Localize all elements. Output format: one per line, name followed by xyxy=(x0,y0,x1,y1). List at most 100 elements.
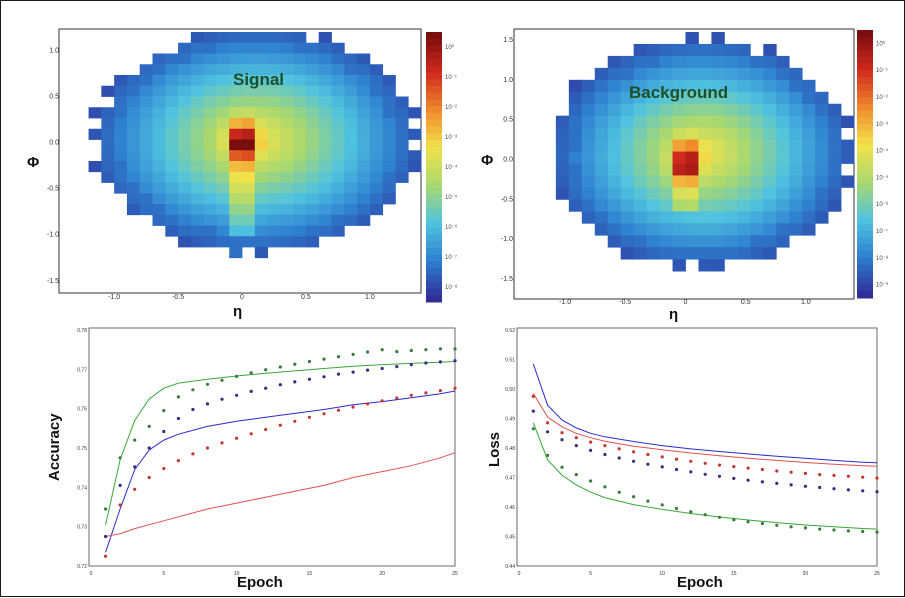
heatmap-cell xyxy=(607,235,622,248)
series-marker xyxy=(531,394,535,398)
heatmap-cell xyxy=(763,163,777,176)
heatmap-cell xyxy=(293,53,307,65)
heatmap-cell xyxy=(318,214,332,226)
heatmap-cell xyxy=(659,151,673,164)
heatmap-cell xyxy=(594,211,609,224)
heatmap-cell xyxy=(633,103,648,117)
heatmap-cell xyxy=(216,139,230,151)
heatmap-cell xyxy=(685,79,699,93)
heatmap-cell xyxy=(594,199,609,212)
heatmap-cell xyxy=(646,223,660,236)
heatmap-cell xyxy=(659,127,673,140)
series-marker xyxy=(162,466,166,471)
heatmap-cell xyxy=(685,32,699,45)
colorbar-segment xyxy=(426,200,442,208)
heatmap-cell xyxy=(711,223,725,236)
heatmap-cell xyxy=(672,235,686,248)
colorbar-segment xyxy=(857,83,873,91)
heatmap-cell xyxy=(165,214,179,226)
heatmap-cell xyxy=(344,64,358,76)
series-marker xyxy=(104,534,108,539)
y-tick-label: 0.51 xyxy=(505,358,515,364)
series-marker xyxy=(732,476,736,480)
heatmap-cell xyxy=(737,67,751,81)
series-marker xyxy=(660,503,664,507)
heatmap-cell xyxy=(152,107,166,119)
heatmap-cell xyxy=(633,247,648,260)
heatmap-cell xyxy=(672,223,686,236)
heatmap-cell xyxy=(216,107,230,119)
series-marker xyxy=(674,457,679,461)
heatmap-cell xyxy=(139,171,153,183)
heatmap-cell xyxy=(318,150,332,162)
series-marker xyxy=(660,455,664,459)
heatmap-cell xyxy=(594,163,609,176)
heatmap-cell xyxy=(178,236,192,248)
heatmap-cell xyxy=(711,235,725,248)
colorbar-segment xyxy=(426,32,442,40)
heatmap-cell xyxy=(672,127,686,140)
colorbar-segment xyxy=(857,170,873,178)
series-marker xyxy=(689,470,693,474)
heatmap-cell xyxy=(568,91,583,105)
heatmap-cell xyxy=(152,75,166,87)
colorbar-segment xyxy=(857,251,873,259)
heatmap-cell xyxy=(659,91,673,105)
heatmap-cell xyxy=(659,139,673,152)
heatmap-cell xyxy=(672,151,686,164)
heatmap-cell xyxy=(369,150,384,162)
heatmap-cell xyxy=(659,103,673,117)
heatmap-cell xyxy=(203,53,217,65)
heatmap-cell xyxy=(331,182,345,194)
heatmap-cell xyxy=(254,96,268,108)
heatmap-cell xyxy=(280,193,294,205)
heatmap-cell xyxy=(280,236,294,248)
x-tick-label: 0 xyxy=(90,571,93,577)
heatmap-cell xyxy=(280,32,294,44)
series-marker xyxy=(775,481,779,485)
colorbar-segment xyxy=(857,190,873,198)
heatmap-cell xyxy=(344,214,358,226)
heatmap-cell xyxy=(344,75,358,87)
heatmap-cell xyxy=(776,199,790,212)
heatmap-cell xyxy=(802,223,816,236)
heatmap-cell xyxy=(165,161,179,173)
heatmap-cell xyxy=(594,115,609,129)
heatmap-cell xyxy=(229,161,243,173)
series-marker xyxy=(264,368,268,372)
heatmap-cell xyxy=(242,204,256,216)
heatmap-cell xyxy=(114,107,128,119)
series-marker xyxy=(789,470,793,474)
heatmap-cell xyxy=(568,163,583,176)
series-marker xyxy=(717,474,722,478)
heatmap-cell xyxy=(178,214,192,226)
heatmap-cell xyxy=(841,175,855,188)
series-marker xyxy=(453,347,457,351)
colorbar-segment xyxy=(857,110,873,118)
heatmap-cell xyxy=(216,225,230,237)
colorbar-segment xyxy=(426,261,442,269)
series-marker xyxy=(322,357,326,361)
heatmap-cell xyxy=(318,139,332,151)
heatmap-cell xyxy=(672,115,686,129)
colorbar-segment xyxy=(426,234,442,242)
heatmap-cell xyxy=(216,85,230,97)
heatmap-cell xyxy=(711,103,725,117)
colorbar-segment xyxy=(426,221,442,229)
heatmap-cell xyxy=(318,182,332,194)
colorbar-segment xyxy=(426,194,442,202)
heatmap-cell xyxy=(802,139,816,152)
heatmap-cell xyxy=(672,79,686,93)
heatmap-cell xyxy=(737,151,751,164)
heatmap-cell xyxy=(254,204,268,216)
heatmap-cell xyxy=(293,182,307,194)
heatmap-cell xyxy=(331,150,345,162)
colorbar-segment xyxy=(857,56,873,64)
series-marker xyxy=(560,431,564,435)
series-marker xyxy=(531,427,535,431)
heatmap-cell xyxy=(802,115,816,129)
colorbar-segment xyxy=(857,90,873,98)
heatmap-cell xyxy=(305,128,320,140)
heatmap-cell xyxy=(620,91,635,105)
y-tick-label: 1.0 xyxy=(49,47,59,54)
